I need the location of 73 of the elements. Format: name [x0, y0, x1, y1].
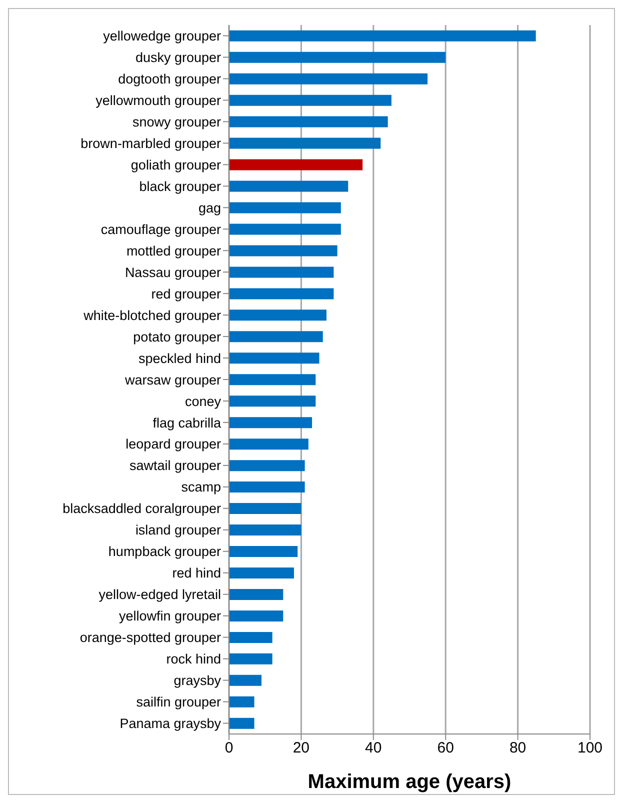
bar: [229, 417, 312, 428]
bar: [229, 460, 305, 472]
x-tick-label: 40: [365, 740, 382, 757]
y-tick-label: rock hind: [166, 652, 221, 667]
y-tick-label: red hind: [172, 566, 221, 581]
x-tick-label: 100: [577, 740, 603, 757]
y-tick-label: island grouper: [135, 522, 222, 538]
y-tick-label: speckled hind: [138, 350, 221, 366]
y-tick-label: camouflage grouper: [100, 222, 222, 237]
y-tick-label: dusky grouper: [135, 50, 222, 66]
y-tick-label: brown-marbled grouper: [80, 136, 222, 151]
bar: [229, 331, 323, 342]
bar: [229, 116, 388, 128]
y-tick-label: yellowmouth grouper: [96, 92, 222, 108]
bar: [229, 546, 298, 558]
y-tick-label: white-blotched grouper: [82, 308, 222, 323]
bar: [229, 180, 348, 192]
bar: [229, 482, 305, 493]
bar: [229, 588, 284, 600]
y-tick-label: black grouper: [139, 178, 222, 194]
x-tick-label: 20: [292, 740, 310, 757]
y-tick-label: dogtooth grouper: [118, 72, 222, 87]
y-tick-label: sailfin grouper: [136, 694, 222, 710]
bar: [229, 374, 316, 386]
bar: [229, 73, 428, 84]
y-tick-label: mottled grouper: [126, 243, 222, 258]
bar: [229, 396, 316, 407]
bar: [229, 94, 392, 106]
bar: [229, 567, 294, 578]
bar: [229, 352, 320, 364]
bar: [229, 718, 254, 729]
bar: [229, 30, 536, 42]
y-tick-label: potato grouper: [133, 329, 222, 344]
bar: [229, 438, 308, 450]
y-tick-label: orange-spotted grouper: [80, 630, 222, 646]
bar: [229, 202, 341, 214]
bar: [229, 310, 326, 321]
y-tick-label: Nassau grouper: [124, 264, 222, 280]
y-tick-label: snowy grouper: [132, 114, 222, 130]
bar: [229, 653, 272, 664]
bar: [229, 696, 254, 708]
y-tick-label: flag cabrilla: [152, 415, 222, 430]
x-tick-label: 80: [509, 740, 526, 757]
y-tick-label: yellow-edged lyretail: [98, 587, 221, 602]
y-tick-label: yellowedge grouper: [103, 28, 222, 44]
y-tick-label: leopard grouper: [126, 436, 222, 452]
bar: [229, 245, 338, 256]
y-tick-label: humpback grouper: [108, 544, 222, 560]
y-tick-label: gag: [198, 200, 221, 216]
bar: [229, 674, 262, 686]
bar: [229, 524, 302, 536]
y-tick-label: warsaw grouper: [124, 372, 222, 388]
y-tick-label: graysby: [174, 673, 222, 688]
bar: [229, 224, 341, 235]
y-tick-label: blacksaddled coralgrouper: [62, 501, 222, 516]
x-tick-label: 60: [437, 740, 454, 757]
y-tick-label: goliath grouper: [130, 157, 222, 172]
y-tick-label: yellowfin grouper: [118, 608, 222, 624]
bar: [229, 52, 446, 63]
bar: [229, 266, 334, 278]
y-tick-label: Panama graysby: [120, 716, 222, 732]
y-tick-label: sawtail grouper: [129, 458, 222, 474]
y-tick-label: scamp: [181, 480, 221, 495]
bar: [229, 610, 284, 622]
y-tick-label: coney: [184, 394, 222, 409]
bar: [229, 159, 363, 170]
x-axis-title: Maximum age (years): [308, 771, 512, 793]
bar: [229, 503, 302, 514]
y-tick-label: red grouper: [151, 286, 222, 302]
bar: [229, 288, 334, 300]
bar: [229, 138, 381, 149]
x-tick-label: 0: [224, 740, 234, 757]
bar: [229, 632, 272, 643]
